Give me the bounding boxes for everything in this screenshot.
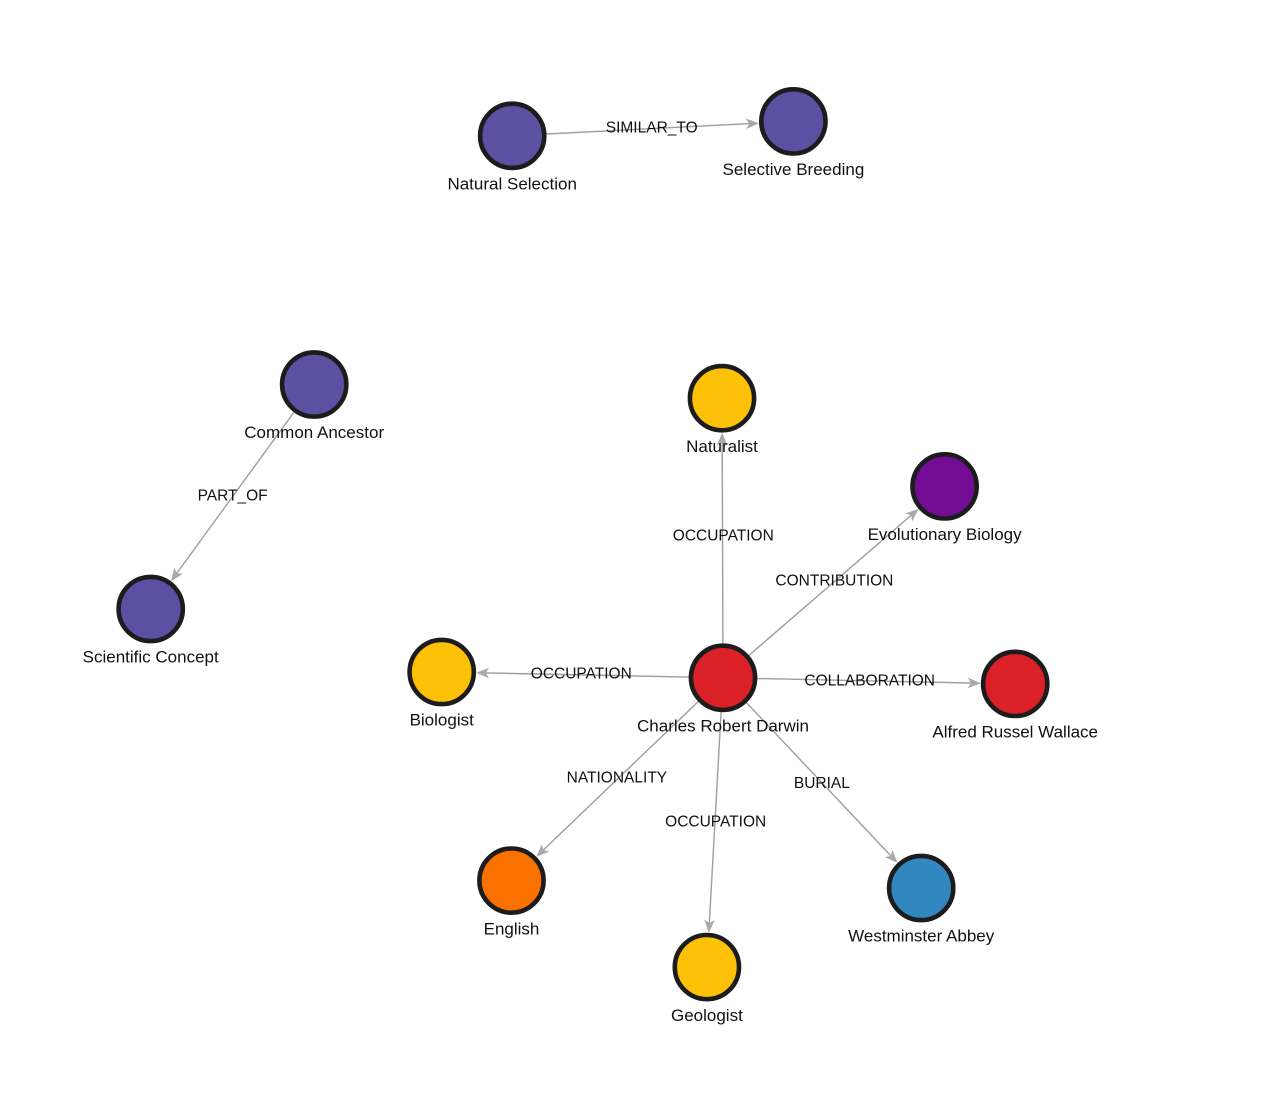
svg-text:SIMILAR_TO: SIMILAR_TO	[606, 119, 698, 136]
svg-text:CONTRIBUTION: CONTRIBUTION	[775, 572, 893, 589]
svg-text:Biologist: Biologist	[410, 711, 475, 730]
svg-text:Charles Robert Darwin: Charles Robert Darwin	[637, 717, 809, 736]
svg-text:PART_OF: PART_OF	[198, 488, 268, 505]
svg-text:Geologist: Geologist	[671, 1006, 743, 1025]
svg-text:Westminster Abbey: Westminster Abbey	[848, 927, 995, 946]
svg-text:Alfred Russel Wallace: Alfred Russel Wallace	[932, 723, 1098, 742]
svg-text:OCCUPATION: OCCUPATION	[673, 527, 774, 544]
svg-text:OCCUPATION: OCCUPATION	[531, 666, 632, 683]
svg-text:COLLABORATION: COLLABORATION	[804, 672, 935, 689]
svg-text:Selective Breeding: Selective Breeding	[723, 160, 865, 179]
svg-text:English: English	[484, 919, 540, 938]
svg-text:Natural Selection: Natural Selection	[447, 175, 576, 194]
svg-text:Naturalist: Naturalist	[686, 437, 758, 456]
svg-text:Scientific Concept: Scientific Concept	[83, 648, 219, 667]
svg-text:Evolutionary Biology: Evolutionary Biology	[868, 525, 1023, 544]
svg-text:NATIONALITY: NATIONALITY	[567, 769, 667, 786]
svg-text:BURIAL: BURIAL	[794, 775, 850, 792]
svg-text:Common Ancestor: Common Ancestor	[244, 423, 384, 442]
svg-text:OCCUPATION: OCCUPATION	[665, 814, 766, 831]
